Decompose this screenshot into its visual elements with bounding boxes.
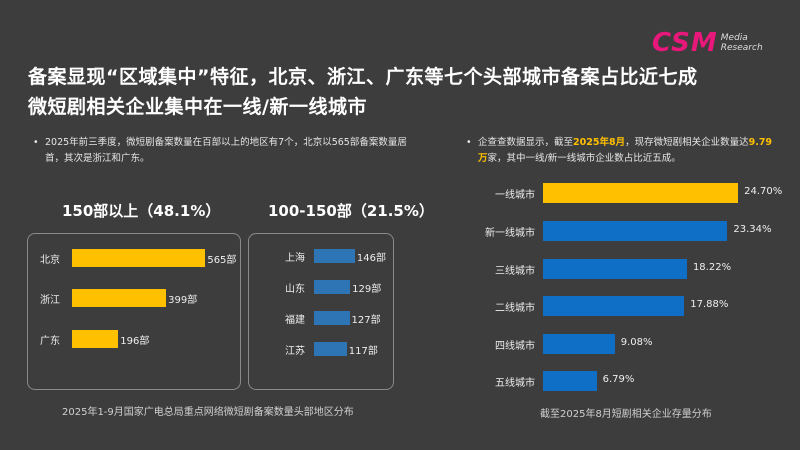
bar [543,371,597,391]
bar-category-label: 北京 [40,255,60,266]
bar [543,334,615,354]
bar [543,221,728,241]
right-caption: 截至2025年8月短剧相关企业存量分布 [540,409,712,420]
bar [314,311,350,325]
left-bullet: • 2025年前三季度，微短剧备案数量在百部以上的地区有7个，北京以565部备案数… [33,137,407,164]
bar-category-label: 浙江 [40,295,60,306]
bar-category-label: 江苏 [285,346,305,357]
group1-box [27,233,241,390]
left-caption: 2025年1-9月国家广电总局重点网络微短剧备案数量头部地区分布 [62,407,354,418]
bar [543,259,687,279]
bar [314,249,355,263]
bar [314,280,351,294]
bar [314,342,347,356]
highlight-date: 2025年8月 [573,137,626,148]
slide-title-line1: 备案显现“区域集中”特征，北京、浙江、广东等七个头部城市备案占比近七成 [28,66,698,88]
bar [72,289,167,307]
highlight-count: 9.79万 [478,137,773,164]
bar-value-label: 146部 [356,253,386,264]
bar-value-label: 24.70% [744,186,783,197]
bar-value-label: 127部 [351,315,381,326]
bar-category-label: 上海 [285,253,305,264]
bar-value-label: 565部 [207,255,237,266]
bar-category-label: 三线城市 [495,266,535,277]
logo-text: CSM [652,28,718,58]
bar-category-label: 五线城市 [495,378,535,389]
bar-value-label: 9.08% [620,337,653,348]
bar [543,296,685,316]
bar-category-label: 二线城市 [495,303,535,314]
logo-sub1: Media [720,33,748,43]
csm-logo: CSM Media Research [652,28,763,58]
bar-category-label: 广东 [40,336,60,347]
bar-value-label: 17.88% [690,299,729,310]
left-bullet-text: 2025年前三季度，微短剧备案数量在百部以上的地区有7个，北京以565部备案数量… [45,137,407,164]
logo-sub2: Research [720,43,763,53]
bar-category-label: 一线城市 [495,190,535,201]
bar-value-label: 6.79% [602,374,635,385]
bar-value-label: 18.22% [692,262,732,273]
bar-category-label: 新一线城市 [485,228,535,239]
bar-value-label: 129部 [352,284,382,295]
group2-title: 100-150部（21.5%） [268,202,434,220]
bar-category-label: 四线城市 [495,341,535,352]
bar-value-label: 117部 [348,346,378,357]
bar [72,330,119,348]
right-bullet: • 企查查数据显示，截至2025年8月，现存微短剧相关企业数量达9.79万家，其中… [466,137,773,164]
bar-category-label: 山东 [285,284,305,295]
group1-title: 150部以上（48.1%） [62,202,221,220]
bar [543,183,739,203]
bar [72,249,206,267]
bar-category-label: 福建 [285,315,305,326]
bar-value-label: 399部 [168,295,198,306]
slide-title-line2: 微短剧相关企业集中在一线/新一线城市 [28,96,367,118]
bar-value-label: 23.34% [733,224,772,235]
bar-value-label: 196部 [120,336,150,347]
group2-box [248,233,394,390]
